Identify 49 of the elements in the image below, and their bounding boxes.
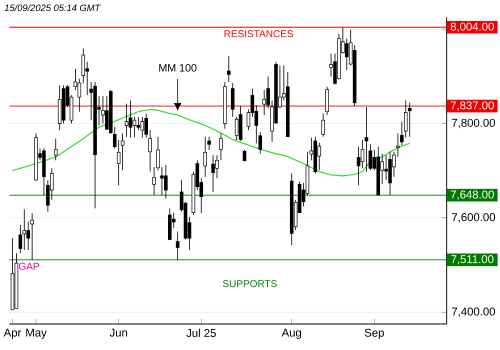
y-tick-label: 7,800.00 bbox=[452, 118, 496, 128]
candlestick bbox=[120, 133, 124, 171]
candlestick bbox=[207, 136, 211, 150]
candlestick bbox=[112, 126, 117, 149]
candlestick bbox=[404, 100, 408, 138]
candlestick bbox=[344, 38, 349, 71]
candlestick bbox=[262, 90, 266, 116]
ref-line-label: 7,837.00 bbox=[450, 101, 494, 111]
candlestick bbox=[230, 82, 235, 118]
x-tick-label: May bbox=[26, 328, 47, 339]
annotation: RESISTANCES bbox=[224, 30, 294, 38]
text: 15/09/2025 05:14 GMT bbox=[4, 4, 101, 12]
candlestick bbox=[234, 116, 238, 140]
candlestick bbox=[321, 113, 325, 138]
ref-line-label: 7,648.00 bbox=[450, 190, 494, 200]
candlestick bbox=[18, 224, 22, 254]
candlestick bbox=[325, 86, 329, 116]
candlestick bbox=[408, 102, 412, 138]
y-tick-label: 7,400.00 bbox=[452, 308, 496, 317]
candlestick bbox=[317, 142, 322, 171]
candlestick bbox=[242, 150, 246, 162]
ref-line-label: 7,511.00 bbox=[451, 255, 494, 265]
candlestick bbox=[364, 106, 368, 172]
candlestick bbox=[81, 48, 86, 84]
candlestick bbox=[203, 136, 207, 178]
y-tick-label: 7,600.00 bbox=[452, 213, 496, 223]
line-series bbox=[12, 108, 410, 176]
candlestick bbox=[384, 154, 388, 181]
ref-line-label: 8,004.00 bbox=[450, 22, 494, 32]
candlestick bbox=[30, 212, 34, 260]
candlestick bbox=[132, 116, 136, 138]
x-tick-label: Apr bbox=[4, 328, 22, 339]
x-tick-label: Sep bbox=[364, 328, 384, 339]
candlestick bbox=[388, 151, 392, 196]
candlestick bbox=[128, 100, 132, 138]
x-tick-label: Aug bbox=[282, 328, 302, 339]
annotation: GAP bbox=[18, 262, 40, 270]
candlestick bbox=[54, 138, 58, 161]
annotation: SUPPORTS bbox=[222, 280, 277, 288]
candlestick bbox=[140, 116, 144, 138]
candlestick bbox=[227, 56, 231, 82]
candlestick bbox=[124, 103, 128, 138]
x-tick-label: Jun bbox=[110, 328, 128, 337]
text: MM 100 bbox=[159, 64, 196, 72]
candlestick bbox=[164, 164, 168, 199]
candlestick bbox=[258, 132, 262, 154]
x-tick-label: Jul 25 bbox=[186, 328, 216, 338]
candlestick bbox=[176, 231, 180, 260]
candlestick bbox=[211, 154, 215, 192]
